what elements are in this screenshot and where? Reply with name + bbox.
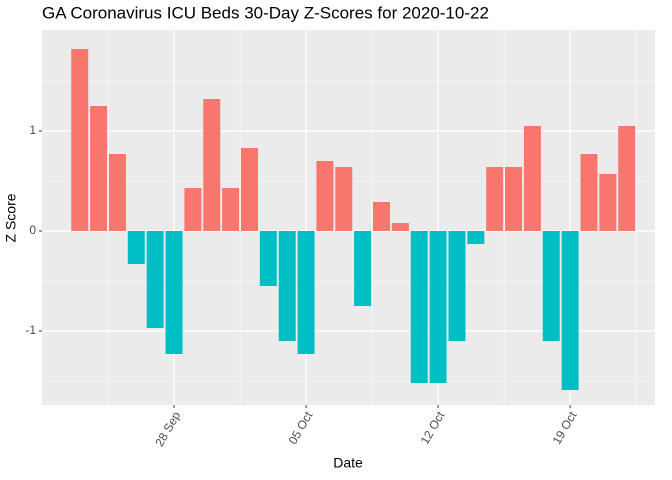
bar xyxy=(448,231,466,341)
bar xyxy=(184,188,202,231)
x-axis-title: Date xyxy=(333,455,363,471)
y-tick-label: 0 xyxy=(29,223,36,237)
bar xyxy=(316,161,334,231)
bar xyxy=(259,231,277,286)
bar xyxy=(505,167,523,231)
bar xyxy=(523,126,541,231)
bar xyxy=(203,99,221,231)
bar xyxy=(486,167,504,231)
y-axis-title: Z Score xyxy=(3,193,19,242)
x-tick-label: 19 Oct xyxy=(550,409,580,447)
bar xyxy=(71,49,89,231)
bar xyxy=(467,231,485,244)
bar xyxy=(108,154,126,231)
bar xyxy=(240,148,258,231)
bar xyxy=(146,231,164,328)
bar xyxy=(278,231,296,341)
bar xyxy=(599,174,617,231)
bar xyxy=(542,231,560,341)
bar xyxy=(165,231,183,354)
bar xyxy=(580,154,598,231)
x-tick-label: 28 Sep xyxy=(152,409,183,449)
bar xyxy=(429,231,447,383)
bar xyxy=(373,202,390,231)
bar xyxy=(410,231,428,383)
bar xyxy=(391,223,409,231)
y-tick-label: -1 xyxy=(25,323,36,337)
x-tick-label: 12 Oct xyxy=(418,409,448,447)
bar xyxy=(335,167,353,231)
bar xyxy=(222,188,240,231)
bar xyxy=(127,231,145,264)
bar xyxy=(90,106,108,231)
bar xyxy=(297,231,315,354)
bar xyxy=(561,231,579,390)
bar xyxy=(618,126,636,231)
y-tick-label: 1 xyxy=(29,123,36,137)
bar xyxy=(354,231,372,306)
chart-title: GA Coronavirus ICU Beds 30-Day Z-Scores … xyxy=(42,3,489,22)
x-tick-label: 05 Oct xyxy=(286,409,316,447)
